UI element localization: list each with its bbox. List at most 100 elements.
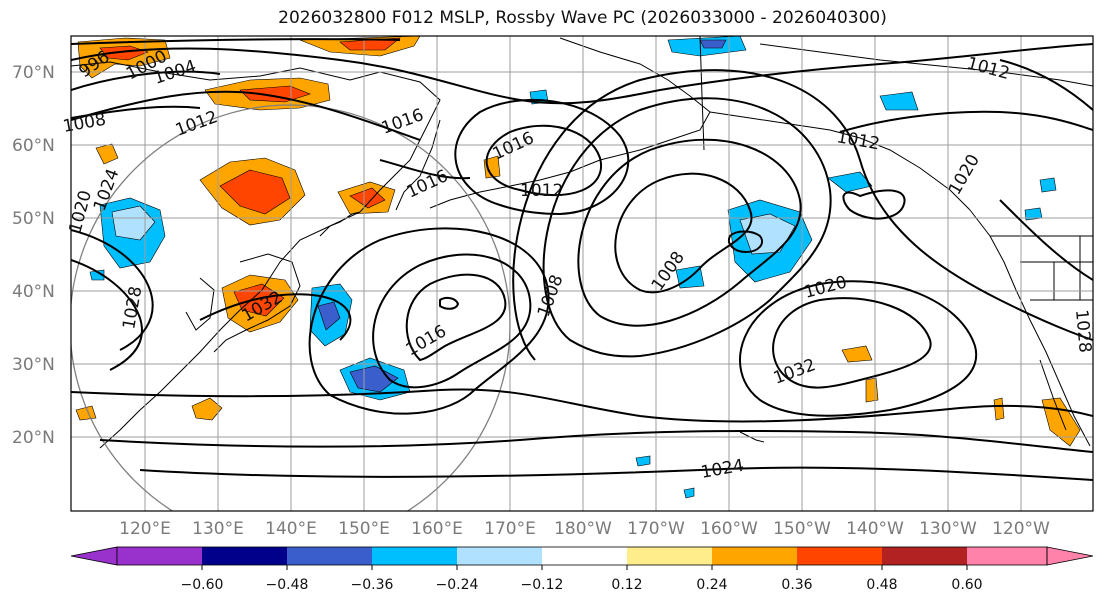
negative-anomaly-sea-of-okhotsk-core	[317, 301, 341, 331]
negative-anomaly-small-7	[1039, 177, 1057, 193]
isobar-1008-kamchatka	[485, 124, 603, 197]
positive-anomaly-japan-core	[233, 283, 285, 317]
lon-label-170e: 170°E	[484, 519, 536, 539]
lon-label-150w: 150°W	[773, 519, 831, 539]
colorbar-extend-min	[70, 546, 118, 566]
isobar-1020-north	[71, 38, 401, 45]
isobar-1028-high	[577, 138, 802, 327]
isobar-1020-east	[999, 59, 1093, 111]
lat-label-30n: 30°N	[12, 355, 55, 375]
coastline-north-america-west	[969, 209, 1091, 447]
isobar-1016-okhotsk	[379, 159, 471, 180]
positive-anomaly-okhotsk-core	[349, 187, 386, 209]
colorbar-tick-label: −0.48	[266, 577, 309, 593]
colorbar-tick-label: −0.24	[436, 577, 479, 593]
positive-anomaly-siberia-core	[239, 85, 311, 103]
lon-label-160w: 160°W	[700, 519, 758, 539]
negative-anomaly-pacific-west-core	[349, 365, 399, 393]
negative-anomaly-small-9	[635, 455, 651, 467]
positive-anomaly-small-2	[191, 397, 223, 421]
colorbar-segment	[202, 547, 287, 565]
colorbar-segment	[627, 547, 712, 565]
coastline-kamchatka	[395, 119, 441, 211]
isobar-1012-south	[139, 466, 1093, 481]
negative-anomaly-small-4-core	[699, 39, 727, 49]
positive-anomaly-small-4	[841, 345, 873, 363]
isobar-1028-north	[839, 110, 1093, 133]
lon-label-130e: 130°E	[192, 519, 244, 539]
coastline-canada-arctic	[759, 43, 1093, 87]
negative-anomaly-kamchatka-light	[111, 205, 156, 241]
positive-anomaly-small-6	[1041, 397, 1081, 447]
coastline-korea	[185, 277, 215, 331]
colorbar-segment	[882, 547, 967, 565]
colorbar-segment	[542, 547, 627, 565]
lon-label-120e: 120°E	[119, 519, 171, 539]
negative-anomaly-small-2	[827, 171, 873, 193]
colorbar-segment	[117, 547, 202, 565]
lat-label-70n: 70°N	[12, 63, 55, 83]
colorbar-tick-label: −0.60	[181, 577, 224, 593]
isobar-1004-north	[71, 70, 221, 91]
coastline-hawaii	[739, 431, 765, 443]
isobar-1016-north	[71, 43, 1093, 105]
coastline-us-states	[1020, 236, 1093, 301]
colorbar-segment	[712, 547, 797, 565]
positive-anomaly-small-3	[483, 155, 501, 179]
lat-label-50n: 50°N	[12, 209, 55, 229]
coastline-baja	[1039, 359, 1067, 431]
isobar-loop-1032	[728, 230, 764, 254]
positive-anomaly-manchuria-core	[219, 169, 291, 215]
isobar-1024-east	[999, 199, 1093, 281]
isobar-1016-japan	[199, 293, 352, 341]
colorbar-segment	[797, 547, 882, 565]
lon-label-150e: 150°E	[338, 519, 390, 539]
colorbar-tick-label: 0.12	[611, 577, 642, 593]
coastline-asia-east	[99, 225, 331, 449]
lon-label-130w: 130°W	[919, 519, 977, 539]
lon-label-180w: 180°W	[554, 519, 612, 539]
colorbar-tick-label: 0.24	[696, 577, 727, 593]
isobar-1020-west	[71, 229, 154, 351]
colorbar: −0.60 −0.48 −0.36 −0.24 −0.12 0.12 0.24 …	[70, 546, 1094, 593]
colorbar-tick-label: 0.60	[951, 577, 982, 593]
isobar-1008-north	[71, 105, 201, 119]
map-title: 2026032800 F012 MSLP, Rossby Wave PC (20…	[278, 8, 887, 28]
colorbar-extend-max	[1046, 546, 1094, 566]
isobar-1012-north	[71, 90, 421, 141]
isobar-1008-pacific	[405, 273, 507, 362]
latitude-labels: 70°N 60°N 50°N 40°N 30°N 20°N	[12, 63, 55, 448]
isobar-label: 1012	[520, 181, 563, 201]
isobar-label: 1028	[1071, 309, 1095, 354]
map-background	[71, 36, 1093, 511]
lon-label-160e: 160°E	[411, 519, 463, 539]
isobar-1020-ridge	[512, 69, 1093, 361]
positive-anomaly-small-5	[865, 377, 879, 403]
isobar-1016-low-east	[739, 280, 978, 417]
negative-anomaly-small-10	[683, 487, 695, 499]
isobar-1012-kamchatka	[454, 98, 630, 216]
colorbar-segment	[457, 547, 542, 565]
negative-anomaly-small-3	[879, 91, 919, 111]
colorbar-tick-label: −0.12	[521, 577, 564, 593]
lat-label-40n: 40°N	[12, 282, 55, 302]
colorbar-outline	[116, 546, 1048, 566]
colorbar-tick-label: 0.36	[781, 577, 812, 593]
lon-label-170w: 170°W	[627, 519, 685, 539]
isobar-1012-low-east	[772, 297, 932, 389]
lon-label-120w: 120°W	[992, 519, 1050, 539]
isobar-1032-high	[614, 172, 753, 294]
coastline-kuril	[319, 211, 361, 237]
longitude-labels: 120°E 130°E 140°E 150°E 160°E 170°E 180°…	[119, 519, 1050, 539]
colorbar-segment	[372, 547, 457, 565]
colorbar-segment	[287, 547, 372, 565]
isobar-layer	[71, 38, 1093, 481]
colorbar-segment	[967, 547, 1047, 565]
isobar-1028-loop	[842, 189, 906, 220]
coastline-alaska-border	[699, 36, 705, 151]
colorbar-tick-label: 0.48	[866, 577, 897, 593]
lon-label-140w: 140°W	[846, 519, 904, 539]
isobar-1016-south	[99, 429, 1093, 453]
isobar-1024-high	[542, 97, 832, 358]
isobar-1012-pacific	[372, 253, 532, 389]
